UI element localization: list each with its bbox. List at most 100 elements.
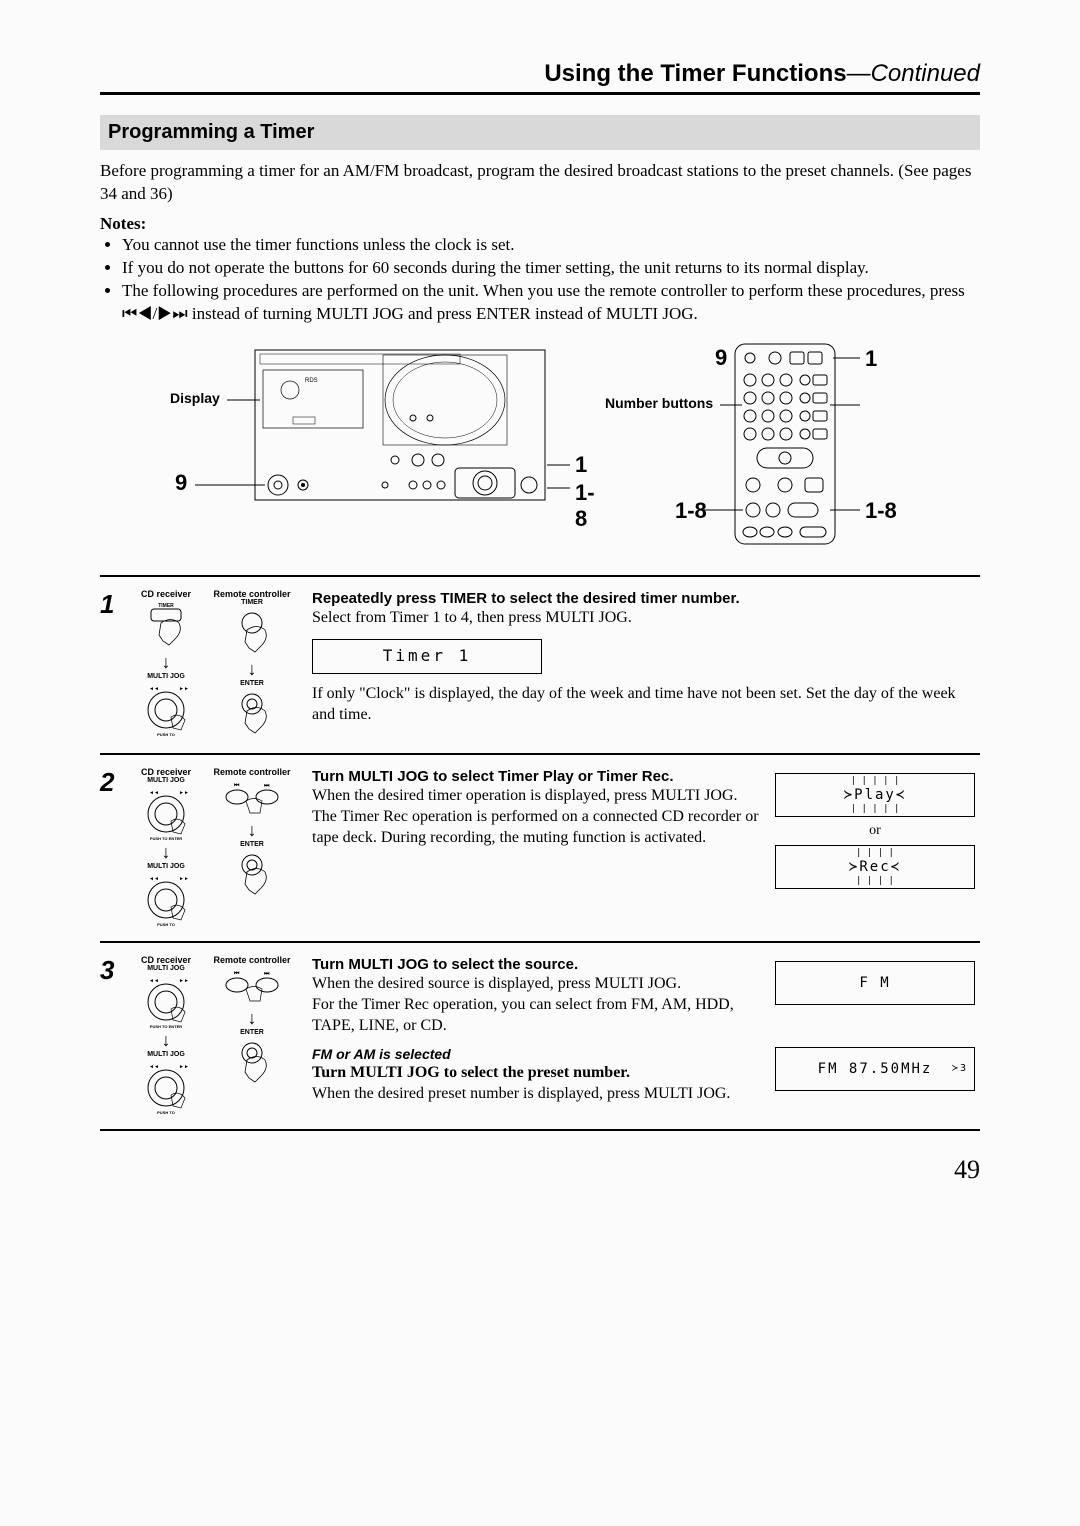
step1-heading: Repeatedly press TIMER to select the des… (312, 589, 980, 609)
svg-text:►►: ►► (179, 876, 189, 882)
header-text: Using the Timer Functions (544, 60, 846, 87)
unit-svg: RDS (135, 340, 575, 530)
step1-cd-col: CD receiver TIMER ↓ MULTI JOG ◄◄ ►► PUSH T… (126, 589, 206, 741)
svg-text:◄◄: ◄◄ (149, 790, 159, 796)
enter-button-icon (227, 689, 277, 739)
callout-1-8c: 1-8 (865, 498, 897, 524)
step-1: 1 CD receiver TIMER ↓ MULTI JOG ◄◄ ►► PUSH… (100, 577, 980, 755)
step1-remote-col: Remote controller TIMER ↓ ENTER (212, 589, 292, 741)
step3-cd-col: CD receiver MULTI JOG ◄◄►►PUSH TO ENTER … (126, 955, 206, 1117)
svg-text:PUSH TO: PUSH TO (157, 732, 175, 737)
remote-controller-label: Remote controller (212, 955, 292, 965)
step3-heading: Turn MULTI JOG to select the source. (312, 955, 760, 975)
svg-text:PUSH TO: PUSH TO (157, 922, 175, 927)
lcd-fm-freq: FM 87.50MHz≻3 (775, 1047, 975, 1091)
callout-1-8: 1-8 (575, 480, 595, 532)
callout-1b: 1 (865, 346, 877, 372)
down-arrow-icon: ↓ (126, 653, 206, 671)
step-3: 3 CD receiver MULTI JOG ◄◄ ►► PUSH TO ENTE… (100, 943, 980, 1131)
down-arrow-icon: ↓ (212, 821, 292, 839)
step3-number: 3 (100, 955, 120, 1117)
svg-text:◄◄: ◄◄ (149, 1064, 159, 1070)
down-arrow-icon: ↓ (212, 1009, 292, 1027)
svg-text:⏭: ⏭ (264, 971, 270, 977)
callout-1-8b: 1-8 (675, 498, 707, 524)
cd-receiver-label: CD receiver (126, 589, 206, 599)
step3-displays: F M FM 87.50MHz≻3 (770, 955, 980, 1117)
svg-text:PUSH TO: PUSH TO (157, 1110, 175, 1115)
timer-remote-icon (227, 608, 277, 658)
note-item: If you do not operate the buttons for 60… (122, 257, 980, 280)
step3-body: Turn MULTI JOG to select the source. Whe… (312, 955, 760, 1117)
svg-text:►►: ►► (179, 686, 189, 692)
jog-dial-icon: ◄◄►►PUSH TO ENTER (141, 786, 191, 841)
steps-container: 1 CD receiver TIMER ↓ MULTI JOG ◄◄ ►► PUSH… (100, 575, 980, 1131)
number-buttons-label: Number buttons (605, 395, 713, 411)
or-label: or (770, 823, 980, 839)
page-number: 49 (100, 1155, 980, 1185)
svg-text:◄◄: ◄◄ (149, 978, 159, 984)
svg-text:RDS: RDS (305, 378, 318, 384)
notes-list: You cannot use the timer functions unles… (100, 234, 980, 326)
enter-button-icon (227, 1038, 277, 1088)
step3-text2: For the Timer Rec operation, you can sel… (312, 995, 760, 1037)
lcd-play: | | | | |≻Play≺| | | | | (775, 773, 975, 817)
remote-diagram: Number buttons 9 1-8 1 1-8 (605, 340, 945, 555)
multijog-label: MULTI JOG (126, 777, 206, 784)
step2-heading: Turn MULTI JOG to select Timer Play or T… (312, 767, 760, 787)
svg-text:►►: ►► (179, 790, 189, 796)
svg-text:TIMER: TIMER (158, 603, 174, 609)
multijog-label: MULTI JOG (126, 863, 206, 870)
svg-text:PUSH TO ENTER: PUSH TO ENTER (150, 1024, 182, 1029)
skip-buttons-icon: ⏮⏭ (222, 779, 282, 819)
step3-controls: 3 CD receiver MULTI JOG ◄◄ ►► PUSH TO ENTE… (100, 955, 300, 1117)
step2-displays: | | | | |≻Play≺| | | | | or | | | |≻Rec≺… (770, 767, 980, 929)
page-header-title: Using the Timer Functions—Continued (100, 60, 980, 95)
down-arrow-icon: ↓ (126, 1031, 206, 1049)
svg-text:⏮: ⏮ (234, 971, 240, 977)
svg-text:►►: ►► (179, 978, 189, 984)
step1-text2: If only "Clock" is displayed, the day of… (312, 684, 980, 726)
svg-text:⏮: ⏮ (234, 783, 240, 789)
step2-body: Turn MULTI JOG to select Timer Play or T… (312, 767, 760, 929)
step3-bold2: Turn MULTI JOG to select the preset numb… (312, 1063, 760, 1084)
svg-text:◄◄: ◄◄ (149, 686, 159, 692)
step3-text1: When the desired source is displayed, pr… (312, 974, 760, 995)
svg-text:►►: ►► (179, 1064, 189, 1070)
step1-number: 1 (100, 589, 120, 741)
remote-controller-label: Remote controller (212, 767, 292, 777)
step1-controls: 1 CD receiver TIMER ↓ MULTI JOG ◄◄ ►► PUSH… (100, 589, 300, 741)
step2-text: When the desired timer operation is disp… (312, 786, 760, 848)
step3-remote-col: Remote controller ⏮⏭ ↓ ENTER (212, 955, 292, 1117)
step2-cd-col: CD receiver MULTI JOG ◄◄►►PUSH TO ENTER … (126, 767, 206, 929)
jog-dial-icon: ◄◄ ►► PUSH TO ENTER (141, 974, 191, 1029)
callout-9: 9 (175, 470, 187, 496)
callout-1: 1 (575, 452, 587, 478)
callout-9b: 9 (715, 345, 727, 371)
jog-dial-icon: ◄◄ ►► PUSH TO (141, 1060, 191, 1115)
svg-text:◄◄: ◄◄ (149, 876, 159, 882)
svg-text:⏭: ⏭ (264, 783, 270, 789)
cd-receiver-label: CD receiver (126, 767, 206, 777)
step3-subhead: FM or AM is selected (312, 1045, 760, 1063)
lcd-rec: | | | |≻Rec≺| | | | (775, 845, 975, 889)
multijog-label: MULTI JOG (126, 1051, 206, 1058)
note-item: You cannot use the timer functions unles… (122, 234, 980, 257)
header-continued: —Continued (847, 60, 980, 87)
note-item: The following procedures are performed o… (122, 280, 980, 326)
cd-receiver-label: CD receiver (126, 955, 206, 965)
intro-text: Before programming a timer for an AM/FM … (100, 160, 980, 206)
step-2: 2 CD receiver MULTI JOG ◄◄►►PUSH TO ENTE… (100, 755, 980, 943)
jog-dial-icon: ◄◄ ►► PUSH TO (141, 872, 191, 927)
unit-diagram: RDS (135, 340, 565, 555)
step2-remote-col: Remote controller ⏮⏭ ↓ ENTER (212, 767, 292, 929)
section-heading: Programming a Timer (100, 115, 980, 150)
notes-label: Notes: (100, 214, 980, 234)
diagrams-row: RDS (100, 340, 980, 555)
multijog-label: MULTI JOG (126, 673, 206, 680)
remote-controller-label: Remote controller (212, 589, 292, 599)
jog-dial-icon: ◄◄ ►► PUSH TO (141, 682, 191, 737)
down-arrow-icon: ↓ (212, 660, 292, 678)
step2-content: Turn MULTI JOG to select Timer Play or T… (312, 767, 980, 929)
enter-label: ENTER (212, 841, 292, 848)
